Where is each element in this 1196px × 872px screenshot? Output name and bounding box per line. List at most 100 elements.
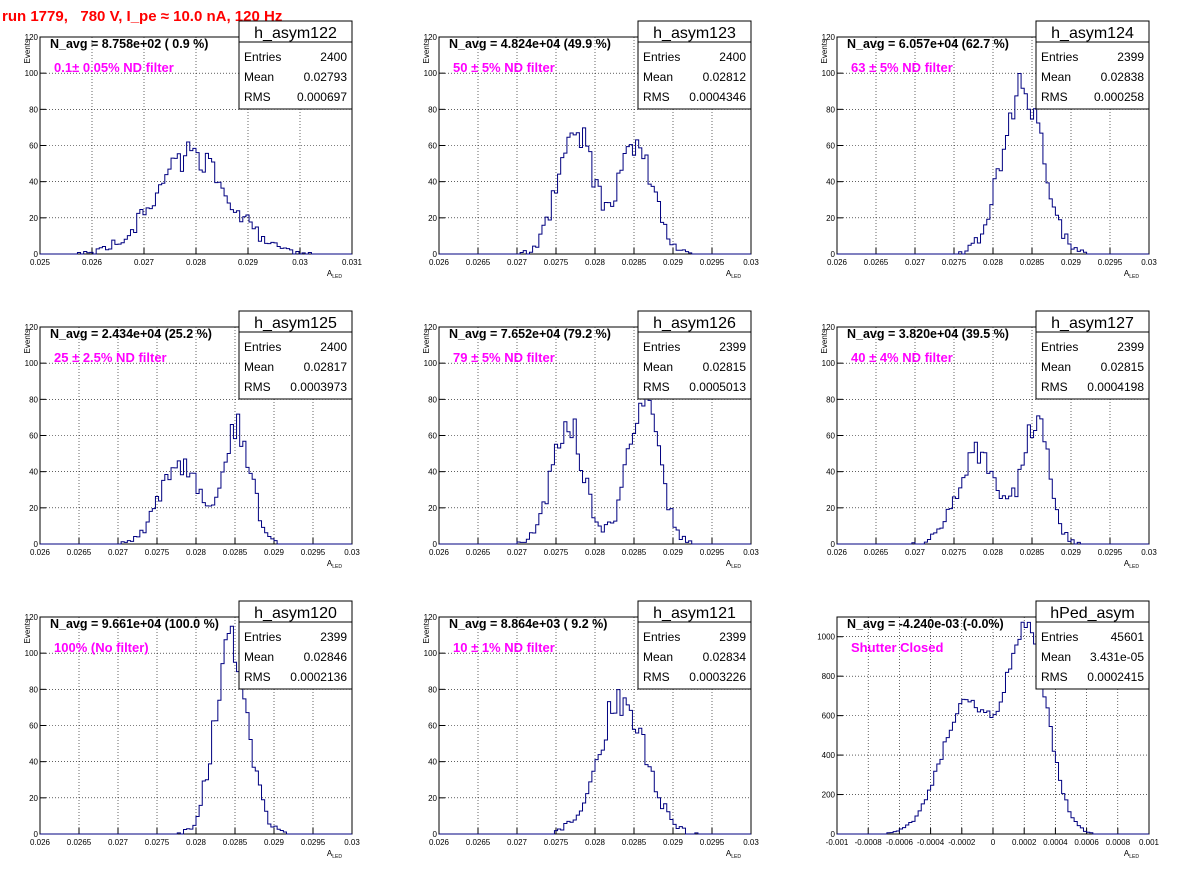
y-axis-label: Events <box>422 329 431 353</box>
x-tick-label: 0.029 <box>264 838 285 847</box>
stats-value: 3.431e-05 <box>1090 650 1144 664</box>
y-tick-label: 120 <box>25 323 39 332</box>
stats-box <box>238 20 353 110</box>
x-tick-label: 0.03 <box>1141 548 1157 557</box>
x-tick-label: 0.027 <box>507 838 528 847</box>
stats-box <box>238 600 353 690</box>
y-axis-label: Events <box>820 329 829 353</box>
stats-key: RMS <box>244 670 271 684</box>
x-tick-label: 0.027 <box>507 258 528 267</box>
stats-key: RMS <box>643 380 670 394</box>
stats-value: 0.000697 <box>297 90 347 104</box>
y-tick-label: 20 <box>428 794 437 803</box>
stats-box <box>637 600 752 690</box>
stats-box <box>1035 310 1150 400</box>
x-axis-label: ALED <box>327 849 342 860</box>
histogram-name: h_asym122 <box>254 25 337 42</box>
x-tick-label: 0.026 <box>827 258 848 267</box>
x-tick-label: 0.0295 <box>301 548 326 557</box>
y-tick-label: 60 <box>29 142 38 151</box>
y-tick-label: 60 <box>428 432 437 441</box>
y-tick-label: 20 <box>826 504 835 513</box>
stats-box <box>637 310 752 400</box>
stats-key: RMS <box>1041 380 1068 394</box>
x-tick-label: -0.0006 <box>886 838 914 847</box>
y-axis-label: Events <box>820 39 829 63</box>
y-tick-label: 40 <box>428 758 437 767</box>
filter-note: 0.1± 0.05% ND filter <box>54 60 174 75</box>
x-tick-label: 0.0265 <box>466 838 491 847</box>
histogram-name: h_asym124 <box>1051 25 1134 42</box>
stats-box <box>1035 600 1150 690</box>
histogram-line <box>837 621 1149 835</box>
x-tick-label: 0.0295 <box>1098 258 1123 267</box>
y-tick-label: 600 <box>822 712 836 721</box>
y-tick-label: 100 <box>25 359 39 368</box>
x-tick-label: 0.028 <box>585 838 606 847</box>
y-tick-label: 120 <box>25 33 39 42</box>
x-tick-label: 0.027 <box>905 258 926 267</box>
x-tick-label: 0.0004 <box>1043 838 1068 847</box>
x-tick-label: 0.0275 <box>544 838 569 847</box>
stats-key: Mean <box>643 70 673 84</box>
stats-value: 0.0003226 <box>689 670 746 684</box>
stats-value: 2399 <box>719 340 746 354</box>
stats-key: Entries <box>643 50 680 64</box>
x-tick-label: -0.0004 <box>917 838 945 847</box>
y-tick-label: 60 <box>29 432 38 441</box>
x-tick-label: 0.026 <box>429 258 450 267</box>
x-tick-label: 0 <box>991 838 996 847</box>
x-tick-label: 0.0285 <box>622 548 647 557</box>
histogram-panel-hPed_asym: -0.001 -0.0008 -0.0006 -0.0004 -0.0002 0 0.000… <box>817 600 1160 860</box>
filter-note: 79 ± 5% ND filter <box>453 350 555 365</box>
stats-value: 0.0002415 <box>1087 670 1144 684</box>
x-tick-label: 0.03 <box>743 838 759 847</box>
navg-label: N_avg = 8.864e+03 ( 9.2 %) <box>449 617 607 631</box>
stats-key: Mean <box>244 70 274 84</box>
x-tick-label: 0.029 <box>1061 258 1082 267</box>
stats-value: 0.0002136 <box>290 670 347 684</box>
y-tick-label: 0 <box>34 830 39 839</box>
y-tick-label: 120 <box>822 33 836 42</box>
stats-value: 2399 <box>719 630 746 644</box>
x-tick-label: 0.0295 <box>700 548 725 557</box>
y-tick-label: 100 <box>25 69 39 78</box>
y-tick-label: 0 <box>34 540 39 549</box>
y-tick-label: 60 <box>826 142 835 151</box>
filter-note: 100% (No filter) <box>54 640 149 655</box>
histogram-panel-h_asym121: 0.026 0.0265 0.027 0.0275 0.028 0.0285 0.029 0.… <box>422 600 759 860</box>
y-tick-label: 20 <box>29 214 38 223</box>
x-tick-label: 0.028 <box>983 258 1004 267</box>
stats-value: 2400 <box>719 50 746 64</box>
navg-label: N_avg = 2.434e+04 (25.2 %) <box>50 327 212 341</box>
x-tick-label: 0.03 <box>292 258 308 267</box>
y-tick-label: 100 <box>424 359 438 368</box>
stats-key: Mean <box>244 360 274 374</box>
y-tick-label: 60 <box>826 432 835 441</box>
x-axis-label: ALED <box>327 269 342 280</box>
histogram-panel-h_asym123: 0.026 0.0265 0.027 0.0275 0.028 0.0285 0.029 0.… <box>422 20 759 280</box>
stats-key: Mean <box>1041 360 1071 374</box>
y-tick-label: 0 <box>433 540 438 549</box>
filter-note: Shutter Closed <box>851 640 944 655</box>
histogram-panel-h_asym120: 0.026 0.0265 0.027 0.0275 0.028 0.0285 0.029 0.… <box>23 600 360 860</box>
x-tick-label: 0.027 <box>507 548 528 557</box>
x-tick-label: 0.0265 <box>67 838 92 847</box>
y-tick-label: 120 <box>424 323 438 332</box>
y-tick-label: 40 <box>428 178 437 187</box>
y-tick-label: 40 <box>428 468 437 477</box>
y-tick-label: 80 <box>29 105 38 114</box>
x-tick-label: -0.0008 <box>855 838 883 847</box>
x-axis-label: ALED <box>1124 269 1139 280</box>
x-tick-label: 0.0265 <box>466 258 491 267</box>
stats-value: 2399 <box>1117 340 1144 354</box>
y-tick-label: 80 <box>428 105 437 114</box>
stats-key: Entries <box>1041 630 1078 644</box>
stats-key: Entries <box>1041 340 1078 354</box>
y-tick-label: 40 <box>29 758 38 767</box>
x-tick-label: 0.029 <box>663 548 684 557</box>
y-tick-label: 120 <box>424 613 438 622</box>
y-tick-label: 20 <box>428 504 437 513</box>
x-tick-label: 0.029 <box>1061 548 1082 557</box>
x-axis-label: ALED <box>726 269 741 280</box>
